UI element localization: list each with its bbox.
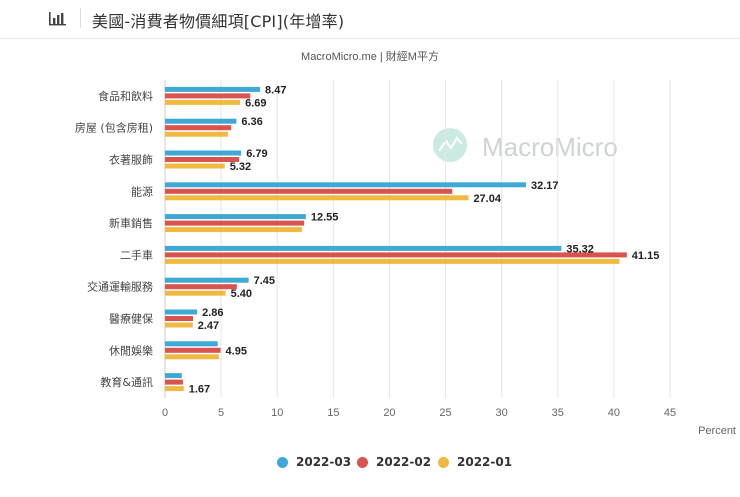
legend-label: 2022-03 (296, 455, 352, 469)
bar-2022-02-4 (165, 220, 305, 226)
legend-item-2022-02[interactable]: 2022-02 (357, 452, 431, 472)
data-label: 6.69 (245, 97, 266, 109)
bar-chart-icon (49, 12, 66, 26)
bar-2022-01-6 (165, 290, 226, 296)
x-tick-label: 15 (327, 407, 339, 419)
macromicro-logo-icon (433, 128, 467, 162)
bar-2022-03-7 (165, 309, 198, 315)
category-label: 能源 (131, 184, 153, 198)
bar-2022-01-9 (165, 386, 184, 392)
x-tick-label: 5 (218, 407, 224, 419)
x-tick-label: 20 (383, 407, 395, 419)
chart-header: 美國-消費者物價細項[CPI](年增率) (0, 0, 740, 39)
data-label: 1.67 (189, 384, 210, 396)
bar-2022-03-4 (165, 214, 306, 220)
legend-dot-icon (357, 456, 368, 468)
bar-2022-01-3 (165, 195, 469, 201)
data-label: 2.47 (198, 320, 219, 332)
bar-2022-02-6 (165, 284, 237, 290)
bar-2022-03-0 (165, 86, 261, 92)
bar-2022-02-3 (165, 188, 453, 194)
bar-2022-02-5 (165, 252, 627, 258)
legend-dot-icon (277, 456, 288, 468)
bar-2022-03-6 (165, 277, 249, 283)
x-tick-label: 35 (552, 407, 564, 419)
data-label: 5.40 (231, 288, 252, 300)
bar-2022-01-7 (165, 322, 193, 328)
data-label: 7.45 (254, 275, 275, 287)
bar-2022-01-4 (165, 227, 302, 233)
data-label: 8.47 (265, 84, 286, 96)
bar-chart: MacroMicro.me | 財經M平方 MacroMicro 0 5 10 15 20 2… (75, 49, 736, 437)
category-label: 醫療健保 (109, 312, 153, 326)
bar-2022-03-3 (165, 182, 527, 188)
legend-dot-icon (438, 456, 449, 468)
category-label: 房屋 (包含房租) (75, 121, 153, 135)
legend-item-2022-01[interactable]: 2022-01 (438, 452, 512, 472)
legend-label: 2022-02 (376, 455, 432, 469)
data-label: 6.79 (246, 148, 267, 160)
legend-label: 2022-01 (457, 455, 513, 469)
data-label: 2.86 (202, 307, 223, 319)
bar-2022-01-8 (165, 354, 219, 360)
x-tick-label: 30 (496, 407, 508, 419)
category-label: 交通運輸服務 (87, 280, 153, 294)
data-label: 6.36 (241, 116, 262, 128)
x-tick-label: 45 (664, 407, 676, 419)
page-title: 美國-消費者物價細項[CPI](年增率) (92, 12, 345, 31)
data-label: 12.55 (311, 212, 339, 224)
data-label: 41.15 (632, 250, 660, 262)
bar-2022-03-2 (165, 150, 242, 156)
data-label: 4.95 (226, 345, 247, 357)
data-label: 5.32 (230, 161, 251, 173)
bar-2022-02-7 (165, 316, 194, 321)
data-label: 32.17 (531, 180, 559, 192)
bar-2022-03-9 (165, 373, 182, 379)
header-divider (80, 8, 81, 28)
bar-2022-03-5 (165, 245, 562, 251)
category-label: 休閒娛樂 (109, 343, 153, 357)
bar-2022-02-2 (165, 157, 240, 162)
chart-subtitle: MacroMicro.me | 財經M平方 (301, 49, 439, 63)
category-label: 新車銷售 (109, 216, 153, 230)
category-label: 食品和飲料 (98, 89, 153, 103)
category-label: 二手車 (120, 248, 153, 262)
bar-2022-02-8 (165, 347, 221, 353)
bar-2022-01-0 (165, 99, 241, 105)
category-label: 教育&通訊 (100, 375, 153, 389)
x-tick-label: 40 (608, 407, 620, 419)
bar-2022-03-8 (165, 341, 218, 347)
bar-2022-01-2 (165, 163, 225, 169)
chart-legend: 2022-03 2022-02 2022-01 (0, 452, 740, 472)
x-tick-label: 0 (162, 407, 168, 419)
data-label: 35.32 (566, 243, 594, 255)
x-tick-label: 10 (271, 407, 283, 419)
bar-2022-02-0 (165, 93, 251, 99)
bar-2022-03-1 (165, 118, 237, 124)
bar-2022-01-1 (165, 131, 228, 137)
bar-2022-01-5 (165, 258, 620, 264)
bar-2022-02-1 (165, 125, 232, 131)
legend-item-2022-03[interactable]: 2022-03 (277, 452, 351, 472)
x-tick-label: 25 (439, 407, 451, 419)
watermark-text: MacroMicro (482, 132, 618, 162)
data-label: 27.04 (473, 193, 501, 205)
category-label: 衣著服飾 (109, 153, 153, 167)
bar-2022-02-9 (165, 379, 183, 385)
x-axis-title: Percent (698, 425, 736, 437)
